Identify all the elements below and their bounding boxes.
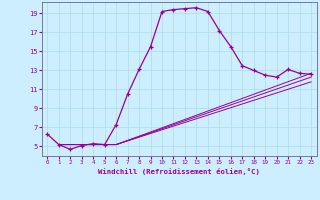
X-axis label: Windchill (Refroidissement éolien,°C): Windchill (Refroidissement éolien,°C) (98, 168, 260, 175)
